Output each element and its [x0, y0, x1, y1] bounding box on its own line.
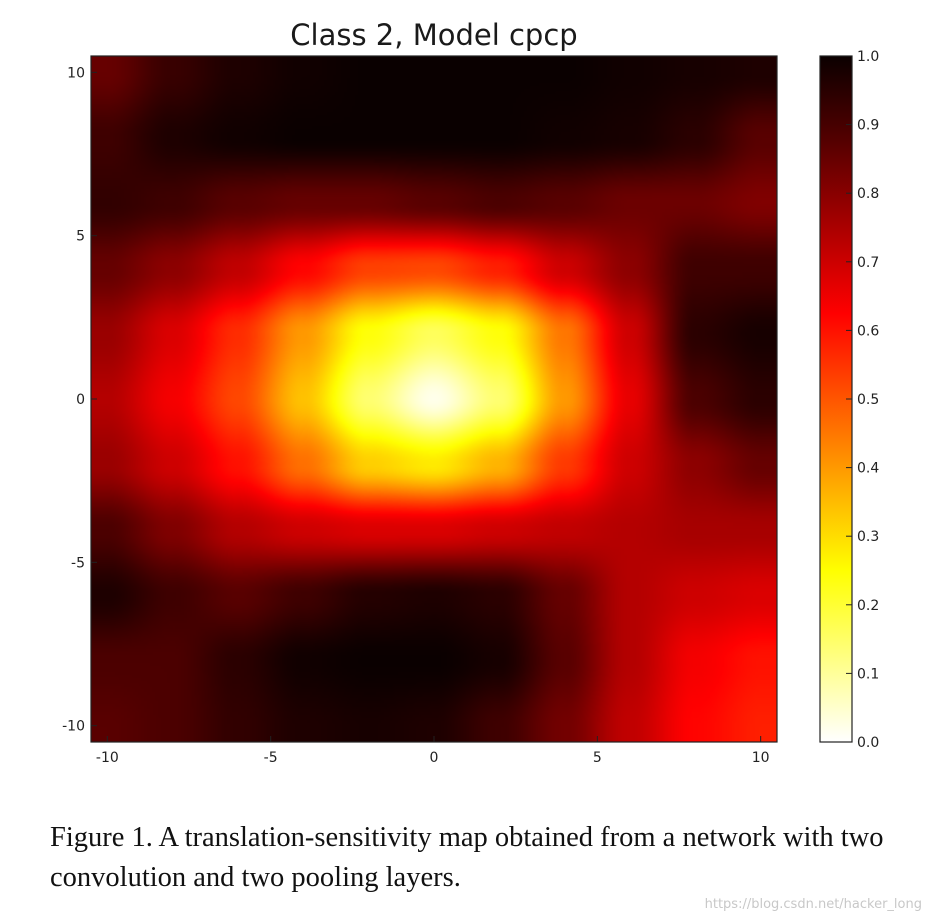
x-tick-label: -10 — [96, 750, 119, 766]
x-axis: -10 -5 0 5 10 — [96, 736, 770, 766]
colorbar-tick-label: 0.1 — [857, 666, 879, 682]
heatmap-figure: -10 -5 0 5 10 10 5 0 -5 -10 1.0 0.9 0.8 0.7 0.6 0.5 0.… — [62, 49, 879, 766]
colorbar-tick-label: 0.9 — [857, 118, 879, 134]
colorbar-tick-label: 0.2 — [857, 598, 879, 614]
x-tick-label: 10 — [752, 750, 770, 766]
figure-caption: Figure 1. A translation-sensitivity map … — [50, 822, 884, 893]
colorbar-tick-label: 0.4 — [857, 461, 879, 477]
colorbar-tick-label: 0.5 — [857, 392, 879, 408]
colorbar-tick-label: 0.0 — [857, 735, 879, 751]
colorbar-tick-label: 1.0 — [857, 49, 879, 65]
colorbar-tick-label: 0.8 — [857, 186, 879, 202]
colorbar-axis: 1.0 0.9 0.8 0.7 0.6 0.5 0.4 0.3 0.2 0.1 0.0 — [846, 49, 879, 751]
y-tick-label: -10 — [62, 719, 85, 735]
chart-title: Class 2, Model cpcp — [290, 18, 578, 52]
colorbar-tick-label: 0.3 — [857, 529, 879, 545]
y-tick-label: 0 — [76, 392, 85, 408]
watermark: https://blog.csdn.net/hacker_long — [704, 897, 922, 912]
x-tick-label: 5 — [593, 750, 602, 766]
y-tick-label: 5 — [76, 229, 85, 245]
y-tick-label: -5 — [71, 555, 85, 571]
x-tick-label: 0 — [430, 750, 439, 766]
heatmap-image — [91, 56, 777, 742]
colorbar-tick-label: 0.6 — [857, 323, 879, 339]
x-tick-label: -5 — [264, 750, 278, 766]
y-tick-label: 10 — [67, 65, 85, 81]
y-axis: 10 5 0 -5 -10 — [62, 65, 97, 735]
colorbar-tick-label: 0.7 — [857, 255, 879, 271]
